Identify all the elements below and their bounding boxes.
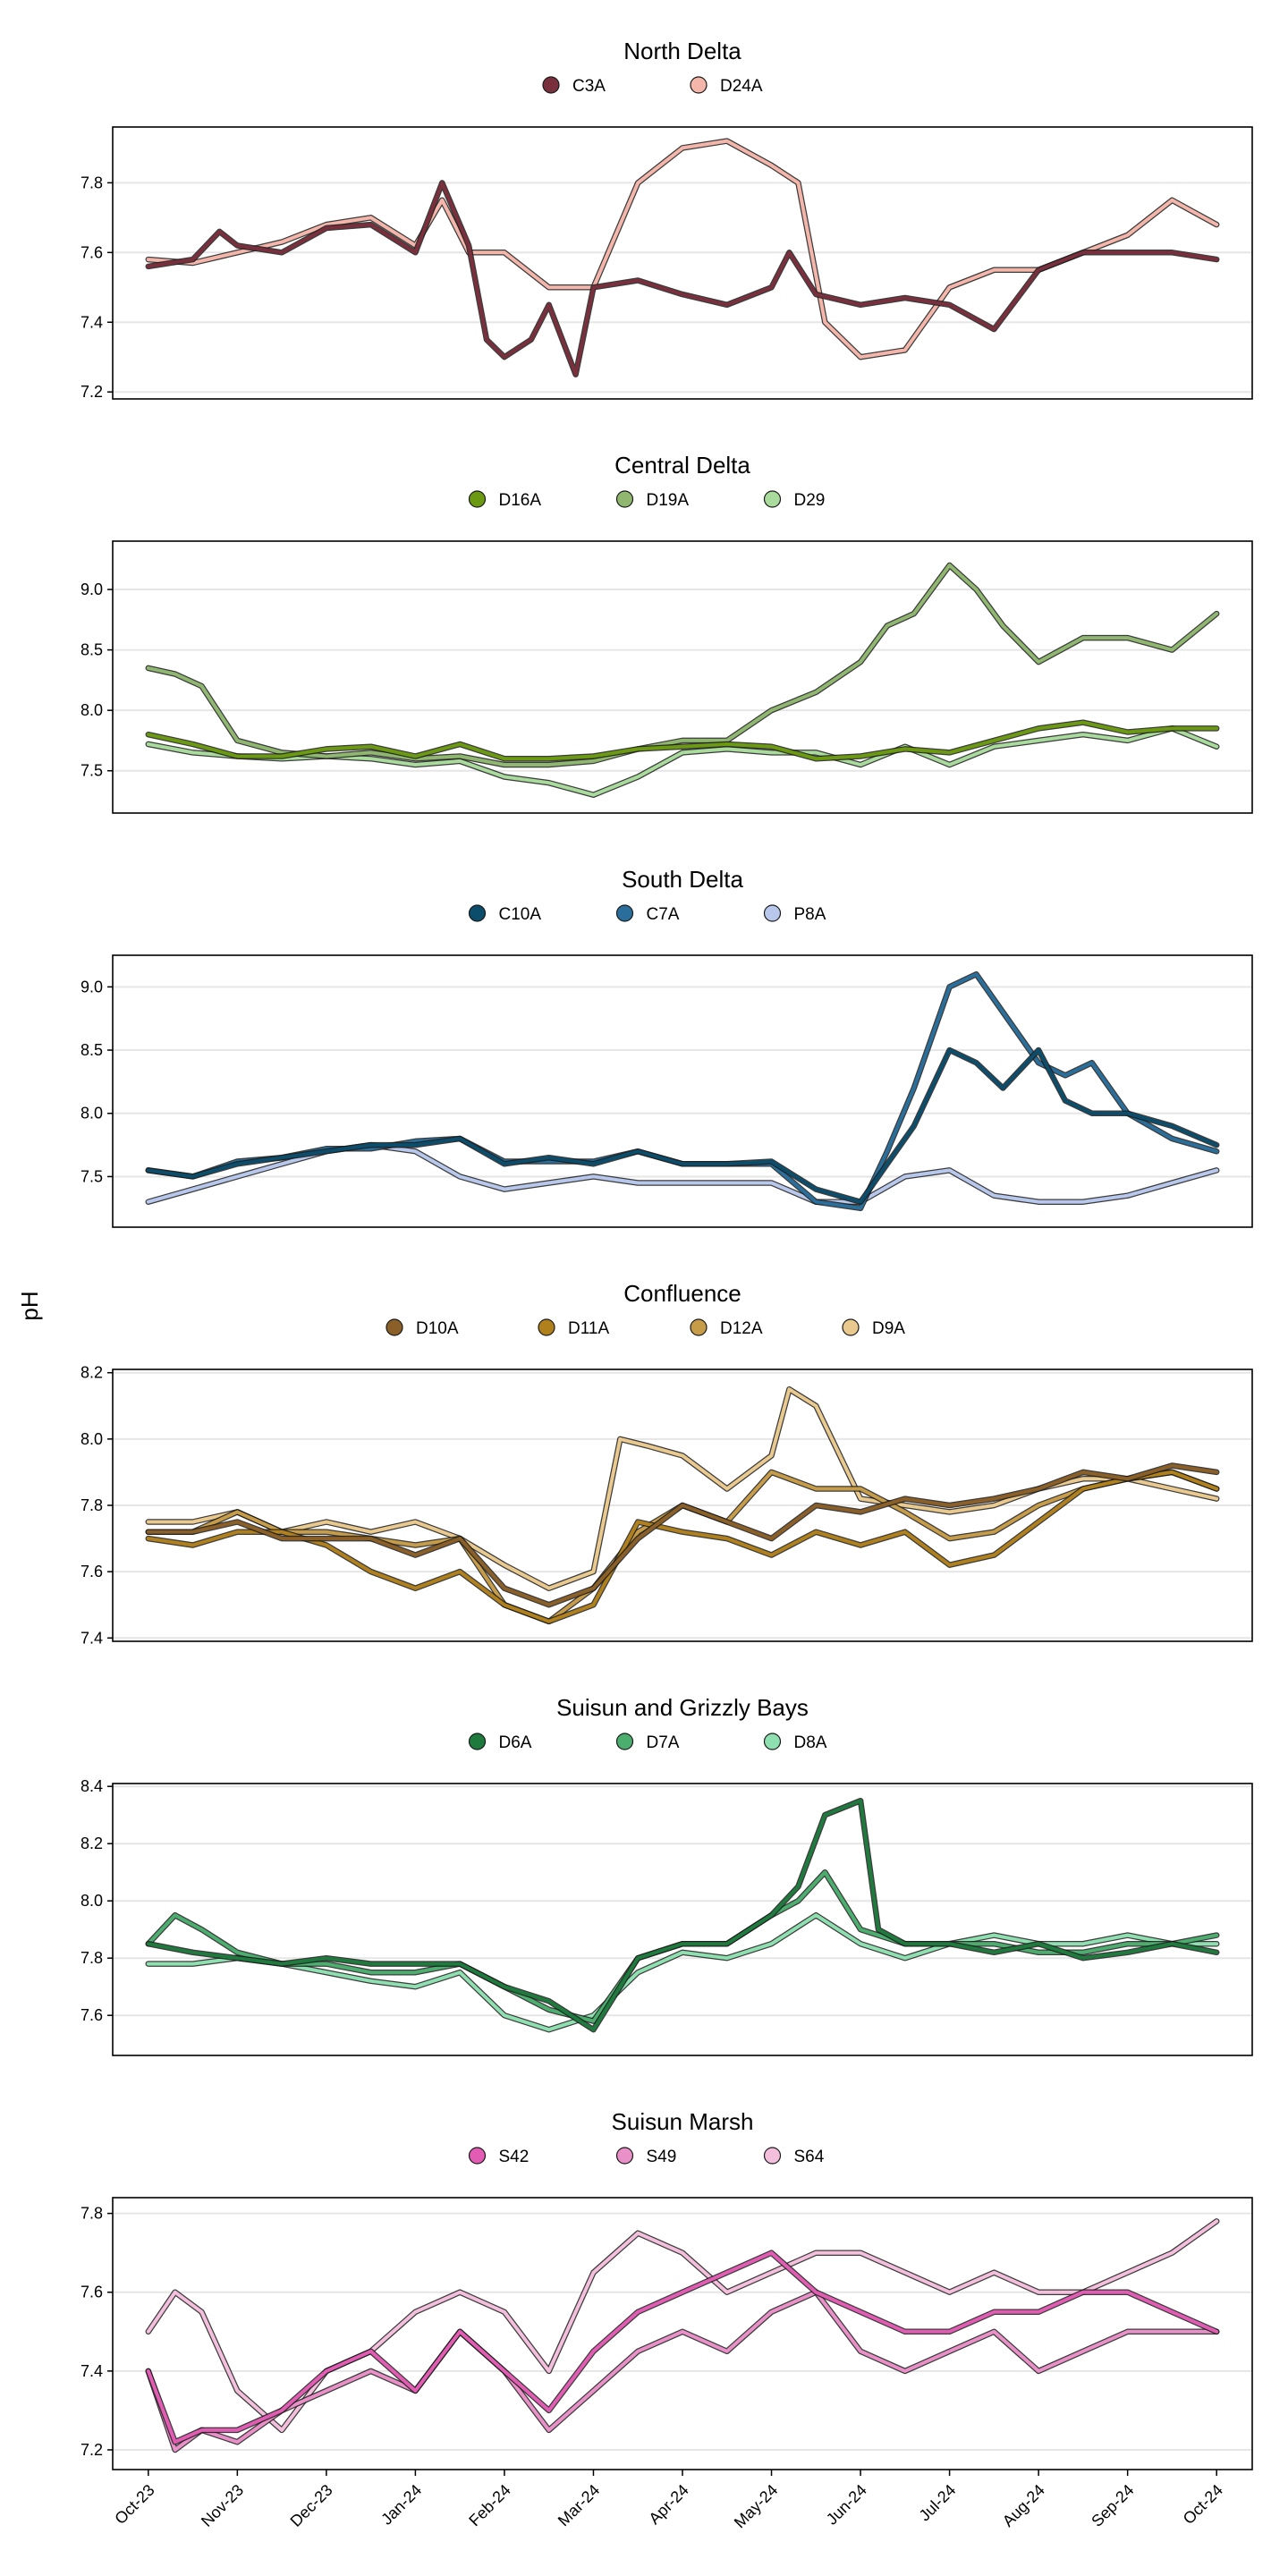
y-tick-label: 7.6 — [80, 1563, 103, 1580]
legend-label-C3A: C3A — [572, 77, 606, 96]
legend-key-D11A — [538, 1318, 555, 1336]
y-tick-label: 8.0 — [80, 1430, 103, 1448]
panel-2: Central Delta D16A D19A D29 7.5 8.0 8.5 9.0 — [80, 452, 1253, 814]
legend-key-C7A — [615, 904, 634, 922]
legend-label-S64: S64 — [794, 2148, 825, 2166]
panel-4: Confluence D10A D11A D12A D9A 7.4 7.6 7.8 8.0 8.2 — [80, 1280, 1253, 1647]
legend-label-D7A: D7A — [647, 1733, 680, 1752]
y-tick-label: 7.6 — [80, 243, 103, 261]
series-line-C3A — [146, 181, 1219, 377]
y-tick-label: 8.0 — [80, 1105, 103, 1123]
panel-3: South Delta C10A C7A P8A 7.5 8.0 8.5 9.0 — [80, 866, 1253, 1228]
y-tick-label: 7.8 — [80, 174, 103, 191]
series-line-S64 — [146, 2219, 1219, 2432]
legend-label-P8A: P8A — [794, 905, 826, 924]
panel-title: South Delta — [622, 866, 743, 893]
panel-frame — [112, 126, 1253, 400]
panels: North Delta C3A D24A 7.2 7.4 7.6 7.8 Central De… — [80, 38, 1253, 2470]
series-line-S42 — [146, 2250, 1219, 2445]
legend-label-D19A: D19A — [647, 491, 690, 510]
legend-key-D16A — [468, 490, 487, 508]
legend-label-D12A: D12A — [720, 1319, 763, 1338]
legend-label-D6A: D6A — [499, 1733, 532, 1752]
y-tick-label: 7.6 — [80, 2006, 103, 2024]
panel-title: Suisun Marsh — [612, 2108, 754, 2135]
y-tick-label: 8.5 — [80, 641, 103, 659]
panel-title: North Delta — [623, 38, 741, 64]
series-line-D24A — [146, 139, 1219, 360]
y-tick-label: 7.8 — [80, 1949, 103, 1967]
y-tick-label: 8.5 — [80, 1041, 103, 1059]
y-tick-label: 8.0 — [80, 1892, 103, 1910]
legend-key-D7A — [615, 1733, 634, 1750]
y-tick-label: 7.8 — [80, 1496, 103, 1514]
legend-key-S49 — [615, 2147, 634, 2165]
series-line-C10A — [146, 1048, 1219, 1204]
panel-5: Suisun and Grizzly Bays D6A D7A D8A 7.6 7.8 8.… — [80, 1694, 1253, 2056]
y-tick-label: 8.0 — [80, 701, 103, 719]
panel-title: Central Delta — [614, 452, 750, 479]
y-tick-label: 9.0 — [80, 978, 103, 996]
legend-key-D9A — [842, 1318, 860, 1336]
legend-label-D8A: D8A — [794, 1733, 827, 1752]
series-line-D11A — [146, 1470, 1219, 1623]
series-layer — [145, 562, 1220, 798]
legend-label-D16A: D16A — [499, 491, 542, 510]
legend-label-S49: S49 — [647, 2148, 677, 2166]
y-tick-label: 7.4 — [80, 313, 103, 331]
y-tick-label: 7.5 — [80, 762, 103, 780]
legend-label-D9A: D9A — [872, 1319, 905, 1338]
series-layer — [145, 1385, 1220, 1625]
legend-label-D29: D29 — [794, 491, 826, 510]
legend-key-D24A — [690, 76, 708, 94]
y-tick-label: 8.2 — [80, 1364, 103, 1382]
series-line-D19A — [146, 564, 1219, 767]
series-line-D6A — [146, 1799, 1219, 2032]
y-tick-label: 9.0 — [80, 580, 103, 598]
legend-key-D19A — [615, 490, 634, 508]
legend-label-C10A: C10A — [499, 905, 542, 924]
panel-1: North Delta C3A D24A 7.2 7.4 7.6 7.8 — [80, 38, 1253, 401]
legend-key-D8A — [763, 1733, 782, 1750]
series-layer — [145, 138, 1220, 377]
series-layer — [145, 970, 1220, 1212]
panel-6: Suisun Marsh S42 S49 S64 7.2 7.4 7.6 7.8 — [80, 2108, 1253, 2470]
legend-key-D29 — [763, 490, 782, 508]
y-axis-label: pH — [16, 1291, 43, 1320]
y-tick-label: 7.4 — [80, 2362, 103, 2380]
legend-key-C3A — [542, 76, 560, 94]
y-tick-label: 7.8 — [80, 2205, 103, 2223]
y-tick-label: 7.2 — [80, 383, 103, 401]
y-tick-label: 7.4 — [80, 1629, 103, 1647]
panel-frame — [112, 954, 1253, 1228]
legend-label-S42: S42 — [499, 2148, 530, 2166]
legend-key-D12A — [690, 1318, 708, 1336]
series-layer — [145, 2218, 1220, 2453]
legend-key-D6A — [468, 1733, 487, 1750]
y-tick-label: 8.4 — [80, 1777, 103, 1795]
legend-label-D11A: D11A — [568, 1319, 609, 1338]
panel-frame — [112, 1368, 1253, 1642]
panel-title: Suisun and Grizzly Bays — [556, 1694, 809, 1721]
legend-key-S64 — [763, 2147, 782, 2165]
panel-frame — [112, 540, 1253, 814]
series-line-D16A — [146, 720, 1219, 761]
legend-key-S42 — [468, 2147, 487, 2165]
legend-key-P8A — [763, 904, 782, 922]
legend-label-D10A: D10A — [416, 1319, 459, 1338]
legend-key-D10A — [386, 1318, 403, 1336]
panel-frame — [112, 1783, 1253, 2056]
legend-label-C7A: C7A — [647, 905, 680, 924]
y-tick-label: 7.6 — [80, 2284, 103, 2301]
y-tick-label: 7.5 — [80, 1167, 103, 1185]
legend-label-D24A: D24A — [720, 77, 763, 96]
y-tick-label: 8.2 — [80, 1835, 103, 1852]
legend-key-C10A — [468, 904, 487, 922]
y-tick-label: 7.2 — [80, 2441, 103, 2459]
series-layer — [145, 1797, 1220, 2033]
series-line-D10A — [146, 1463, 1219, 1607]
panel-title: Confluence — [623, 1280, 741, 1307]
